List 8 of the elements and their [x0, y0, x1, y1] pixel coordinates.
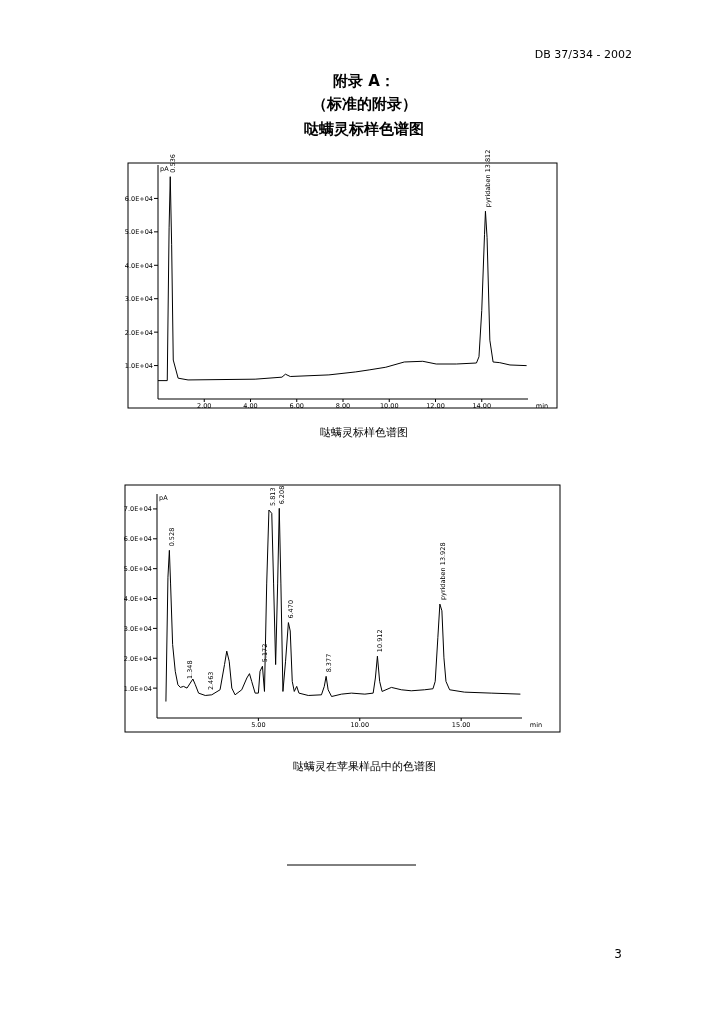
text: DB 37/334 - 2002: [534, 48, 632, 61]
chart-subtitle: （标准的附录）: [311, 95, 417, 113]
line-series: [165, 507, 521, 703]
chart-title: 附录 A：: [333, 72, 395, 90]
text: 哒螨灵标样色谱图: [304, 120, 424, 138]
text: 哒螨灵标样色谱图: [320, 426, 408, 439]
text: 3: [614, 947, 622, 961]
text: 哒螨灵在苹果样品中的色谱图: [292, 760, 436, 773]
